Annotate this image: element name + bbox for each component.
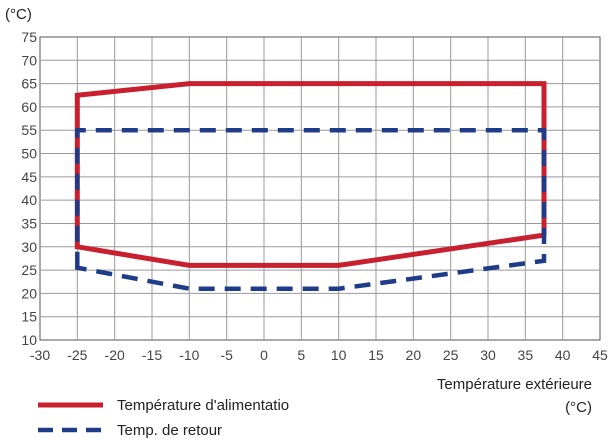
x-tick-label: -20	[105, 347, 125, 363]
y-tick-label: 60	[21, 99, 37, 115]
y-tick-label: 35	[21, 215, 37, 231]
y-tick-label: 75	[21, 29, 37, 45]
y-tick-label: 30	[21, 239, 37, 255]
x-tick-label: -25	[67, 347, 87, 363]
y-tick-label: 65	[21, 76, 37, 92]
y-tick-label: 15	[21, 309, 37, 325]
x-tick-label: 5	[297, 347, 305, 363]
series-line-2	[75, 127, 547, 291]
x-tick-label: 10	[331, 347, 347, 363]
y-tick-label: 10	[21, 332, 37, 348]
x-tick-label: 35	[518, 347, 534, 363]
x-tick-label: -10	[179, 347, 199, 363]
x-axis-ticks: -30 -25 -20 -15 -10 -5 0 5 10 15 20 25 30 35 40 45	[30, 347, 608, 363]
y-tick-label: 50	[21, 146, 37, 162]
x-tick-label: 20	[406, 347, 422, 363]
y-tick-label: 45	[21, 169, 37, 185]
y-axis-unit-label: (°C)	[5, 6, 32, 23]
x-tick-label: 30	[480, 347, 496, 363]
x-tick-label: 45	[592, 347, 608, 363]
x-tick-label: 25	[443, 347, 459, 363]
x-axis-title: Température extérieure	[437, 376, 592, 393]
x-axis-unit-label: (°C)	[565, 399, 592, 416]
x-tick-label: -5	[220, 347, 233, 363]
series-group	[74, 81, 547, 291]
legend-label-1: Température d'alimentatio	[117, 397, 289, 414]
y-tick-label: 70	[21, 52, 37, 68]
x-tick-label: 15	[368, 347, 384, 363]
y-tick-label: 55	[21, 122, 37, 138]
y-tick-label: 20	[21, 285, 37, 301]
x-tick-label: 40	[555, 347, 571, 363]
y-tick-label: 25	[21, 262, 37, 278]
legend: Température d'alimentatio Temp. de retour	[38, 397, 289, 439]
y-tick-label: 40	[21, 192, 37, 208]
x-tick-label: -15	[142, 347, 162, 363]
x-tick-label: 0	[260, 347, 268, 363]
y-axis-ticks: 10 15 20 25 30 35 40 45 50 55 60 65 70 75	[21, 29, 37, 348]
legend-label-2: Temp. de retour	[117, 422, 222, 439]
x-tick-label: -30	[30, 347, 50, 363]
